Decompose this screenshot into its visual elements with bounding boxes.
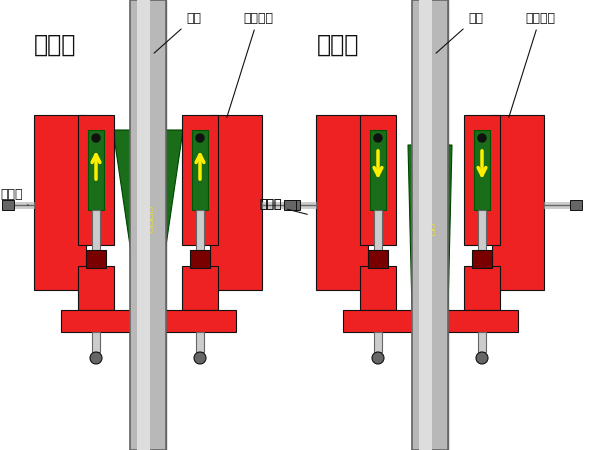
Bar	[182, 115, 218, 245]
Bar	[464, 266, 500, 310]
Bar	[412, 0, 448, 450]
Bar	[464, 115, 500, 245]
Bar	[137, 0, 150, 450]
Bar	[368, 250, 388, 268]
Bar	[78, 115, 114, 245]
Circle shape	[478, 134, 486, 142]
Bar	[210, 115, 262, 290]
Bar	[88, 130, 104, 210]
Circle shape	[372, 352, 384, 364]
Bar	[78, 266, 114, 310]
Text: 支
压: 支 压	[431, 224, 435, 236]
Bar	[570, 200, 582, 210]
Bar	[419, 0, 432, 450]
Bar	[92, 210, 100, 255]
Text: 液压阀: 液压阀	[0, 189, 28, 205]
Bar	[61, 310, 235, 332]
Bar	[130, 0, 166, 450]
Bar	[370, 130, 386, 210]
Bar	[478, 332, 486, 352]
Bar	[374, 332, 382, 352]
Circle shape	[476, 352, 488, 364]
Text: 开状态: 开状态	[34, 33, 76, 57]
Bar	[34, 115, 86, 290]
Text: 套管: 套管	[154, 12, 201, 53]
Text: 夹紧油缸: 夹紧油缸	[509, 12, 555, 117]
Bar	[130, 0, 166, 450]
Text: 液
型
找
压: 液 型 找 压	[149, 207, 153, 233]
Bar	[412, 0, 448, 450]
Text: 夹紧油缸: 夹紧油缸	[227, 12, 273, 117]
Bar	[92, 332, 100, 352]
Text: 液压阀: 液压阀	[260, 198, 282, 211]
Circle shape	[194, 352, 206, 364]
Text: 套管: 套管	[436, 12, 483, 53]
Bar	[196, 332, 204, 352]
Bar	[360, 266, 396, 310]
Bar	[360, 115, 396, 245]
Bar	[316, 115, 368, 290]
Polygon shape	[113, 130, 183, 300]
Circle shape	[196, 134, 204, 142]
Bar	[196, 210, 204, 255]
Bar	[288, 200, 300, 210]
Circle shape	[374, 134, 382, 142]
Bar	[284, 200, 296, 210]
Bar	[182, 266, 218, 310]
Text: 闭状态: 闭状态	[317, 33, 359, 57]
Bar	[472, 250, 492, 268]
Bar	[192, 130, 208, 210]
Circle shape	[90, 352, 102, 364]
Bar	[2, 200, 14, 210]
Bar	[492, 115, 544, 290]
Bar	[374, 210, 382, 255]
Circle shape	[92, 134, 100, 142]
Bar	[86, 250, 106, 268]
Bar	[343, 310, 517, 332]
Bar	[478, 210, 486, 255]
Polygon shape	[408, 145, 452, 310]
Text: 液压阀: 液压阀	[260, 198, 307, 214]
Bar	[474, 130, 490, 210]
Bar	[190, 250, 210, 268]
